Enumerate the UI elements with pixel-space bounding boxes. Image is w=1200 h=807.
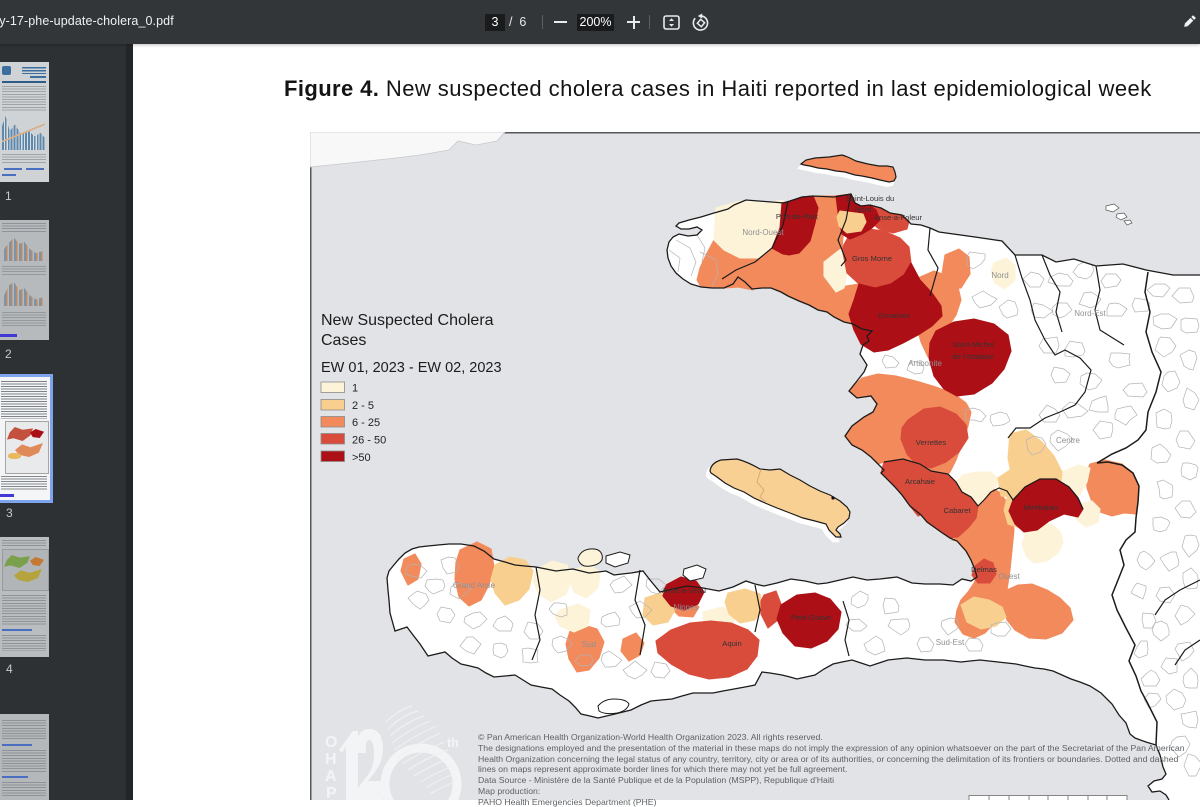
svg-text:6 - 25: 6 - 25 [352, 417, 380, 429]
svg-text:Petit-Goave: Petit-Goave [791, 613, 831, 622]
svg-text:Anse-a-Veau: Anse-a-Veau [662, 586, 706, 595]
svg-text:Mirebalais: Mirebalais [1024, 503, 1059, 512]
svg-text:Nippes: Nippes [674, 603, 699, 612]
svg-text:th: th [447, 736, 459, 750]
svg-text:26 - 50: 26 - 50 [352, 435, 386, 447]
svg-text:Ouest: Ouest [998, 572, 1020, 581]
svg-text:Gonaives: Gonaives [878, 311, 910, 320]
svg-text:Saint-Louis du: Saint-Louis du [846, 194, 895, 203]
svg-text:Aquin: Aquin [722, 639, 741, 648]
svg-text:P: P [326, 785, 337, 800]
svg-text:Cabaret: Cabaret [943, 506, 971, 515]
svg-text:1: 1 [352, 383, 358, 395]
svg-text:Saint-Michel: Saint-Michel [952, 340, 994, 349]
svg-text:Sud-Est: Sud-Est [936, 638, 965, 647]
svg-text:Nord: Nord [855, 205, 871, 214]
svg-text:Centre: Centre [1056, 436, 1081, 445]
svg-text:>50: >50 [352, 452, 371, 464]
svg-text:Arcahaie: Arcahaie [905, 477, 935, 486]
svg-text:Verrettes: Verrettes [916, 438, 947, 447]
svg-text:Nord: Nord [991, 271, 1008, 280]
svg-text:Sud: Sud [582, 640, 596, 649]
svg-text:Port-de-Paix: Port-de-Paix [776, 212, 818, 221]
svg-text:2 - 5: 2 - 5 [352, 400, 374, 412]
svg-text:Gros Morne: Gros Morne [852, 254, 892, 263]
svg-text:de l'Attalaye: de l'Attalaye [952, 352, 993, 361]
svg-text:Anse-a-Foleur: Anse-a-Foleur [874, 213, 923, 222]
svg-text:Nord-Est: Nord-Est [1074, 309, 1106, 318]
svg-text:O: O [325, 734, 337, 751]
svg-text:H: H [325, 751, 337, 768]
svg-text:Grand Anse: Grand Anse [453, 581, 496, 590]
svg-text:Nord-Ouest: Nord-Ouest [742, 228, 784, 237]
svg-text:Delmas: Delmas [971, 565, 997, 574]
svg-text:Artibonite: Artibonite [908, 359, 942, 368]
svg-text:A: A [325, 768, 337, 785]
